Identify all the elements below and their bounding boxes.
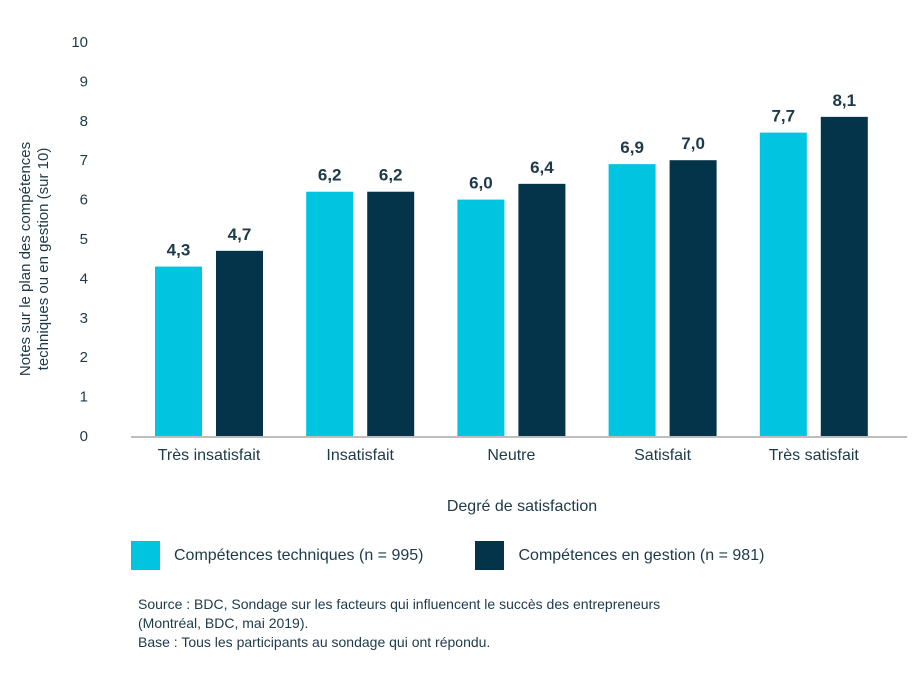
bar	[608, 164, 656, 436]
y-axis-title-line: techniques ou en gestion (sur 10)	[35, 148, 52, 371]
y-tick-label: 9	[80, 73, 88, 90]
bar	[759, 132, 807, 436]
y-tick-label: 8	[80, 113, 88, 130]
legend-swatch-management	[475, 541, 505, 570]
bar	[820, 116, 868, 437]
data-label: 6,4	[530, 158, 554, 177]
y-tick-label: 10	[71, 34, 88, 51]
data-label: 6,2	[318, 166, 342, 185]
legend-label-technical: Compétences techniques (n = 995)	[174, 546, 424, 564]
bar	[367, 191, 415, 436]
legend-swatch-technical	[131, 541, 160, 570]
legend-label-management: Compétences en gestion (n = 981)	[518, 546, 765, 564]
data-label: 7,7	[771, 107, 795, 126]
y-tick-label: 0	[80, 428, 88, 445]
x-tick-label: Très satisfait	[769, 447, 860, 464]
bar	[155, 266, 202, 436]
bar-chart: Notes sur le plan des compétences techniq…	[17, 34, 907, 464]
y-tick-label: 4	[80, 270, 88, 287]
source-line-1: Source : BDC, Sondage sur les facteurs q…	[138, 596, 661, 612]
data-label: 6,9	[620, 138, 644, 157]
data-label: 4,3	[167, 241, 191, 260]
bar	[457, 199, 505, 436]
base-note: Base : Tous les participants au sondage …	[138, 634, 491, 650]
source-line-2: (Montréal, BDC, mai 2019).	[138, 615, 309, 631]
x-tick-label: Insatisfait	[326, 447, 394, 464]
x-tick-label: Très insatisfait	[158, 447, 261, 464]
data-label: 6,0	[469, 174, 493, 193]
y-axis-title-line: Notes sur le plan des compétences	[17, 142, 34, 376]
x-axis-ticks: Très insatisfait Insatisfait Neutre Satisfa…	[158, 447, 860, 464]
legend-item-technical: Compétences techniques (n = 995)	[131, 541, 423, 570]
y-tick-label: 3	[80, 310, 88, 327]
y-tick-label: 2	[80, 349, 88, 366]
data-label: 7,0	[681, 134, 705, 153]
y-tick-label: 1	[80, 389, 88, 406]
y-axis-label: Notes sur le plan des compétences techniq…	[17, 142, 52, 376]
bar	[518, 183, 566, 436]
x-tick-label: Neutre	[487, 447, 535, 464]
bar	[306, 191, 354, 436]
x-axis-title: Degré de satisfaction	[446, 498, 598, 515]
y-tick-label: 7	[80, 152, 88, 169]
y-tick-label: 5	[80, 231, 88, 248]
data-label: 8,1	[832, 91, 856, 110]
data-label: 6,2	[379, 166, 403, 185]
data-labels: 4,3 4,7 6,2 6,2 6,0 6,4 6,9 7,0 7,7 8,1	[167, 91, 856, 260]
bars	[155, 116, 868, 437]
legend: Compétences techniques (n = 995) Compéte…	[131, 541, 816, 570]
x-tick-label: Satisfait	[634, 447, 691, 464]
bar	[216, 250, 263, 436]
data-label: 4,7	[228, 225, 252, 244]
legend-item-management: Compétences en gestion (n = 981)	[475, 541, 764, 570]
bar	[669, 160, 717, 436]
y-axis-ticks: 0 1 2 3 4 5 6 7 8 9 10	[71, 34, 88, 445]
y-tick-label: 6	[80, 192, 88, 209]
source-notes: Source : BDC, Sondage sur les facteurs q…	[138, 595, 660, 652]
